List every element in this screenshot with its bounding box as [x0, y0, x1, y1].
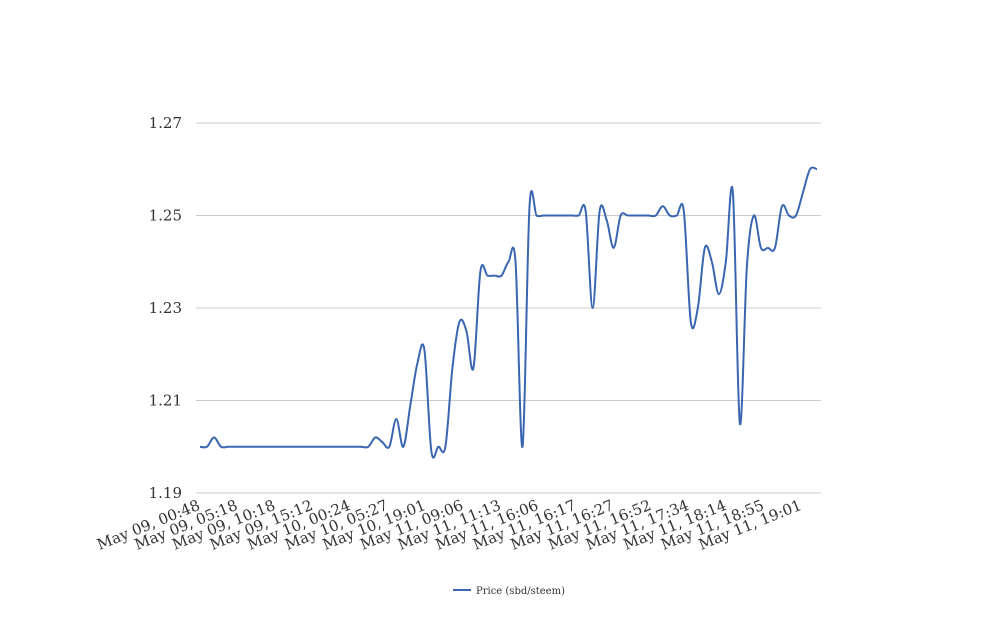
y-tick-label: 1.19	[149, 484, 182, 502]
gridlines	[196, 122, 821, 494]
legend: Price (sbd/steem)	[453, 586, 565, 597]
y-axis-tick-labels: 1.27 1.25 1.23 1.21 1.19	[149, 114, 182, 502]
y-tick-label: 1.27	[149, 114, 182, 132]
series-line-price	[199, 166, 818, 459]
series-layer	[199, 166, 818, 459]
y-tick-label: 1.21	[149, 392, 182, 410]
y-tick-label: 1.25	[149, 207, 182, 225]
y-tick-label: 1.23	[149, 299, 182, 317]
legend-label: Price (sbd/steem)	[476, 586, 565, 597]
